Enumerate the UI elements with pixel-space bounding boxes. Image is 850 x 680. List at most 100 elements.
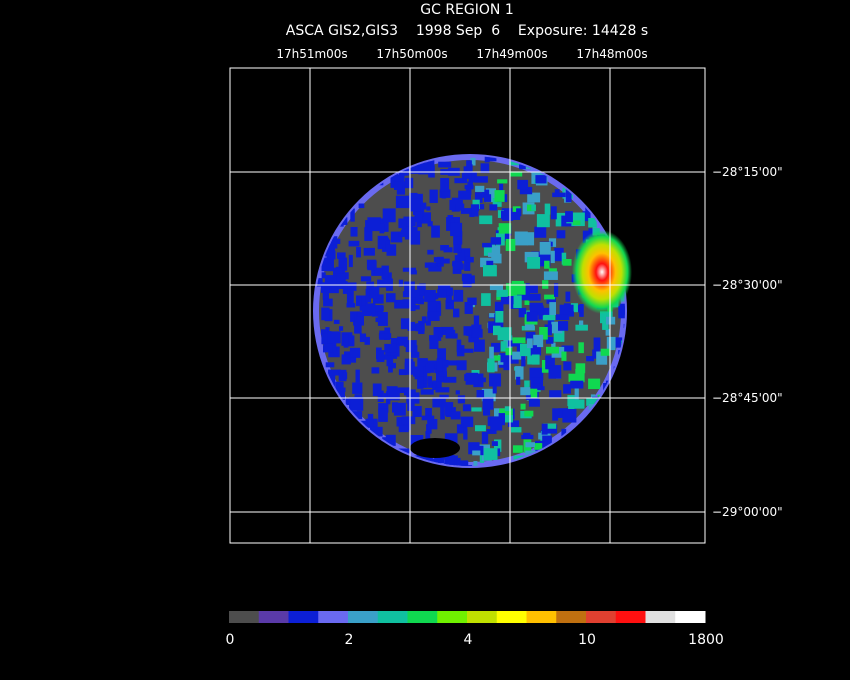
patch (491, 245, 501, 256)
patch (372, 383, 382, 397)
patch (439, 394, 449, 399)
patch (367, 261, 377, 271)
patch (340, 387, 346, 392)
patch (400, 318, 411, 330)
patch (547, 316, 555, 328)
patch (569, 311, 574, 317)
patch (534, 226, 547, 238)
patch (531, 354, 540, 365)
patch (398, 231, 404, 237)
patch (387, 387, 400, 401)
patch (525, 442, 535, 448)
patch (519, 186, 533, 195)
patch (578, 342, 584, 354)
bright-source (572, 230, 632, 314)
patch (524, 410, 534, 417)
patch (379, 333, 392, 339)
patch (555, 212, 566, 227)
patch (474, 176, 488, 183)
patch (418, 206, 425, 213)
patch (479, 215, 493, 225)
patch (555, 314, 570, 321)
patch (567, 395, 578, 407)
patch (536, 214, 550, 228)
patch (365, 288, 372, 303)
patch (426, 206, 431, 211)
patch (323, 343, 333, 352)
title: GC REGION 1 (420, 2, 513, 18)
patch (500, 353, 509, 363)
patch (483, 243, 496, 256)
patch (588, 218, 597, 228)
patch (394, 181, 403, 190)
patch (432, 397, 446, 408)
patch (484, 156, 490, 163)
patch (433, 327, 443, 338)
patch (579, 320, 584, 326)
patch (512, 351, 526, 360)
patch (435, 387, 450, 393)
patch (331, 336, 337, 351)
patch (544, 203, 551, 215)
patch (323, 298, 333, 307)
patch (505, 283, 519, 297)
patch (467, 181, 473, 186)
patch (469, 212, 475, 218)
patch (361, 295, 366, 306)
patch (571, 303, 578, 311)
ra-label: 17h48m00s (576, 47, 647, 61)
patch (520, 343, 531, 357)
ra-label: 17h50m00s (376, 47, 447, 61)
patch (329, 236, 338, 249)
patch (325, 362, 335, 368)
patch (338, 257, 348, 271)
patch (424, 290, 436, 302)
patch (489, 204, 498, 211)
patch (460, 208, 473, 214)
patch (540, 310, 553, 315)
patch (489, 373, 502, 387)
patch (460, 416, 474, 428)
colorbar-label: 10 (578, 632, 596, 648)
patch (482, 397, 494, 410)
patch (479, 449, 485, 463)
patch (431, 225, 440, 238)
dark-region (410, 438, 460, 458)
patch (409, 192, 418, 199)
patch (411, 351, 420, 358)
patch (463, 428, 468, 440)
patch (429, 189, 438, 203)
patch (516, 376, 521, 385)
patch (450, 411, 461, 420)
patch (342, 372, 348, 380)
patch (465, 372, 479, 385)
patch (468, 172, 477, 183)
patch (542, 280, 549, 289)
patch (386, 355, 394, 367)
patch (525, 331, 536, 341)
patch (472, 450, 481, 456)
patch (511, 427, 522, 433)
patch (377, 312, 388, 326)
patch (343, 282, 357, 291)
patch (488, 252, 498, 257)
patch (328, 369, 341, 376)
patch (355, 369, 360, 383)
patch (565, 189, 572, 203)
patch (563, 384, 571, 394)
patch (528, 293, 541, 301)
patch (390, 231, 403, 243)
colorbar-label: 0 (226, 632, 235, 648)
patch (473, 315, 480, 329)
patch (472, 445, 484, 456)
patch (424, 262, 436, 268)
patch (339, 326, 344, 331)
patch (438, 454, 445, 464)
patch (358, 203, 365, 209)
patch (606, 336, 616, 351)
patch (410, 321, 416, 330)
patch (474, 339, 485, 352)
colorbar-cell (675, 611, 706, 623)
patch (440, 407, 445, 420)
patch (382, 208, 396, 223)
